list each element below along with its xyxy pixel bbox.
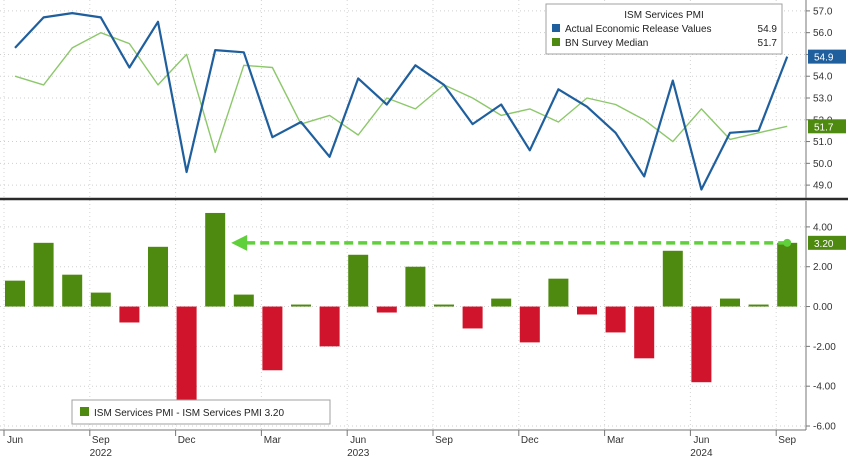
bottom-y-tick-labels: 4.00 2.00 0.00 -2.00 -4.00 -6.00 [806,222,836,433]
x-month-label: Dec [178,435,196,446]
legend-swatch-actual [552,24,560,32]
top-tick-label: 49.0 [813,181,833,192]
diff-bar [405,266,426,307]
difference-bars [5,212,798,417]
top-tick-label: 56.0 [813,28,833,39]
diff-bar [634,306,655,359]
legend-swatch-median [552,38,560,46]
diff-bar [691,306,712,383]
diff-bar [319,306,340,347]
diff-bar [90,292,111,307]
month-gridlines [3,0,777,430]
bottom-gridlines [0,226,806,427]
arrow-head [231,234,248,251]
legend-swatch-diff [80,407,89,416]
legend-label-diff: ISM Services PMI - ISM Services PMI 3.20 [94,408,284,419]
top-tick-label: 51.0 [813,137,833,148]
diff-bar [577,306,597,315]
actual-end-label-bg [808,49,846,64]
x-month-label: Mar [607,435,625,446]
diff-bar [291,304,311,307]
diff-bar [5,280,25,307]
trend-arrow [231,234,792,251]
x-year-label: 2024 [690,448,713,459]
diff-bar [148,246,168,307]
diff-bar [119,306,140,323]
diff-bar [519,306,540,343]
legend-top-title: ISM Services PMI [624,10,703,21]
median-end-label-bg [808,119,846,134]
x-year-label: 2023 [347,448,370,459]
diff-bar [62,274,83,307]
actual-end-label: 54.9 [814,53,834,64]
diff-bar [33,242,54,307]
diff-end-label-bg [808,235,846,250]
x-month-label: Jun [350,435,366,446]
diff-bar [233,294,254,307]
diff-bar [777,242,798,307]
x-month-label: Sep [92,435,110,446]
diff-bar [548,278,569,307]
bottom-tick-label: -6.00 [813,422,836,433]
diff-bar [205,212,226,307]
top-tick-label: 53.0 [813,94,833,105]
arrow-anchor-dot [783,238,792,247]
diff-bar [462,306,483,329]
diff-bar [176,306,197,417]
diff-bar [605,306,626,333]
x-month-label: Sep [435,435,453,446]
diff-bar [748,304,769,307]
top-tick-label: 50.0 [813,159,833,170]
actual-values-line [14,12,789,191]
x-month-label: Mar [264,435,282,446]
top-tick-label: 57.0 [813,6,833,17]
bottom-tick-label: -2.00 [813,342,836,353]
x-month-label: Jun [693,435,709,446]
bottom-tick-label: 4.00 [813,222,833,233]
end-value-labels: 54.9 51.7 3.20 [808,49,846,250]
legend-label-median: BN Survey Median [565,38,648,49]
x-month-label: Sep [778,435,796,446]
legend-value-median: 51.7 [758,38,778,49]
diff-end-label: 3.20 [814,239,834,250]
diff-bar [434,304,454,307]
x-axis-labels: Jun Sep Dec Mar Jun Sep Dec Mar Jun Sep 2022 2023 20… [3,430,797,459]
top-y-tick-labels: 57.056.055.054.053.052.051.050.049.0 [806,6,833,192]
diff-bar [720,298,740,307]
bottom-tick-label: 2.00 [813,262,833,273]
x-month-label: Jun [7,435,23,446]
diff-bar [262,306,283,371]
legend-bottom: ISM Services PMI - ISM Services PMI 3.20 [71,399,331,425]
diff-bar [376,306,397,313]
x-month-label: Dec [521,435,539,446]
pmi-lines [14,12,789,191]
x-year-label: 2022 [90,448,113,459]
bottom-tick-label: 0.00 [813,302,833,313]
top-tick-label: 54.0 [813,72,833,83]
legend-top-box [545,3,783,55]
bottom-tick-label: -4.00 [813,382,836,393]
legend-top: ISM Services PMI Actual Economic Release… [545,3,783,55]
diff-bar [662,250,683,307]
median-end-label: 51.7 [814,122,834,133]
legend-label-actual: Actual Economic Release Values [565,24,712,35]
legend-value-actual: 54.9 [758,24,778,35]
legend-bottom-box [71,399,331,425]
diff-bar [491,298,512,307]
diff-bar [348,254,369,307]
